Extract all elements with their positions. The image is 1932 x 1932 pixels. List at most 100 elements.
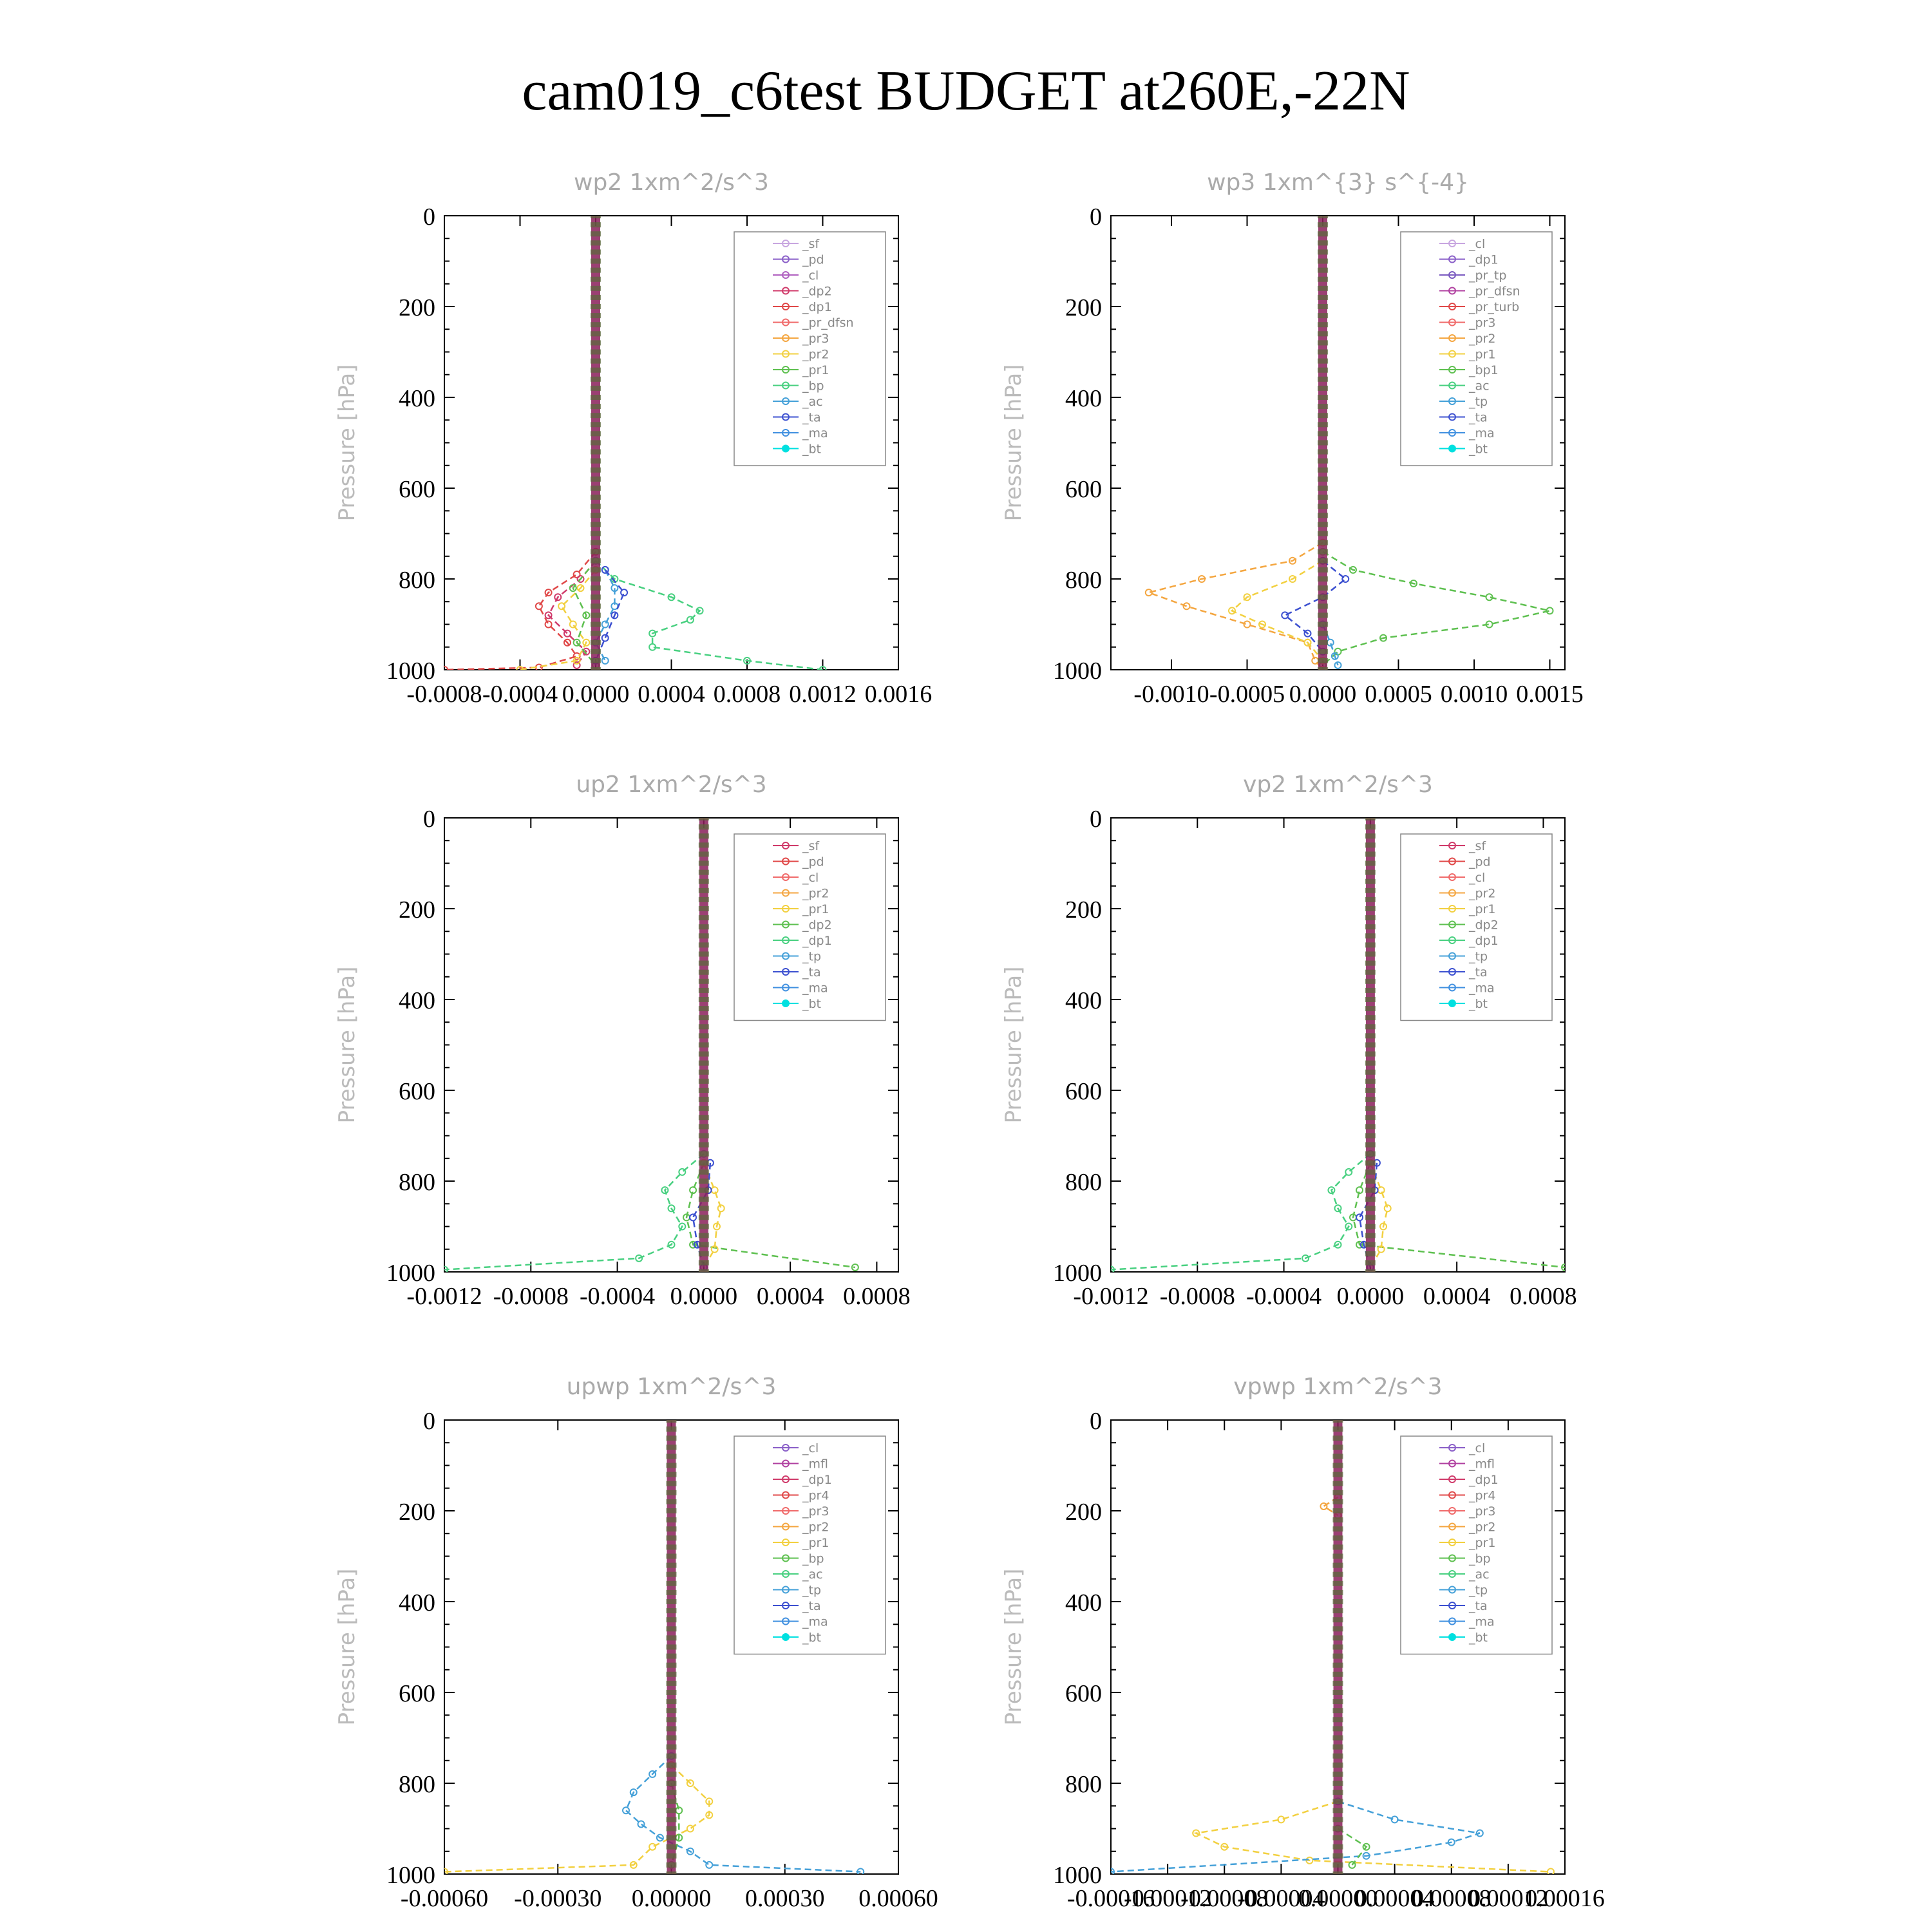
- legend-label: _sf: [802, 237, 820, 251]
- legend-label: _bp1: [1468, 363, 1499, 377]
- x-tick-label: 0.00008: [1412, 1885, 1492, 1912]
- bt-marker: [666, 1690, 677, 1695]
- y-tick-label: 1000: [386, 1260, 435, 1287]
- series-group: [444, 818, 859, 1272]
- bt-marker: [698, 915, 709, 921]
- bt-marker: [1365, 1260, 1376, 1265]
- legend-marker: [782, 1475, 790, 1483]
- legend-label: _pr2: [1468, 332, 1495, 346]
- data-point-pr1: [1289, 575, 1296, 583]
- bt-marker: [1332, 1690, 1343, 1695]
- bt-marker: [1365, 1006, 1376, 1012]
- bt-marker: [1318, 422, 1328, 428]
- x-tick-label: 0.0008: [1510, 1283, 1577, 1310]
- x-tick-label: -0.0012: [1073, 1283, 1148, 1310]
- bt-marker: [1365, 987, 1376, 993]
- legend-marker: [1448, 255, 1456, 263]
- bt-marker: [1365, 933, 1376, 939]
- bt-marker: [1365, 1215, 1376, 1220]
- data-point-pr1: [717, 1204, 725, 1213]
- data-point-bp: [696, 607, 704, 615]
- bt-marker: [1365, 860, 1376, 866]
- series-line-bp1: [1322, 551, 1550, 666]
- bt-marker: [1365, 1088, 1376, 1093]
- legend-marker: [1448, 1617, 1456, 1625]
- bt-marker: [698, 887, 709, 893]
- y-axis-label: Pressure [hPa]: [334, 967, 360, 1124]
- bt-marker: [1318, 594, 1328, 600]
- x-tick-label: 0.0010: [1441, 681, 1508, 708]
- bt-marker: [1332, 1644, 1343, 1650]
- data-point-pr2: [1144, 589, 1153, 597]
- x-tick-label: -0.0004: [482, 681, 558, 708]
- x-tick-label: 0.00012: [1468, 1885, 1548, 1912]
- bt-marker: [1332, 1662, 1343, 1668]
- bt-marker: [666, 1744, 677, 1750]
- legend-label: _ma: [802, 1615, 828, 1629]
- legend-marker: [782, 1507, 790, 1515]
- series-line-ta: [1283, 560, 1347, 652]
- bt-marker: [698, 1233, 709, 1238]
- bt-marker: [1318, 567, 1328, 573]
- legend-marker: [1448, 334, 1456, 342]
- bt-marker: [1318, 249, 1328, 255]
- y-tick-label: 400: [399, 1589, 435, 1616]
- legend-label: _bt: [802, 442, 821, 457]
- bt-marker: [1365, 1115, 1376, 1121]
- data-point-bp1: [1349, 565, 1357, 574]
- data-point-dp2: [689, 1186, 697, 1195]
- data-point-dp2: [582, 647, 591, 656]
- legend-marker: [1448, 1602, 1456, 1609]
- data-point-dp1: [678, 1168, 687, 1176]
- bt-marker: [1365, 1106, 1376, 1112]
- bt-marker: [698, 969, 709, 975]
- bt-marker: [1318, 349, 1328, 355]
- x-tick-label: -0.0005: [1209, 681, 1285, 708]
- x-tick-label: 0.0000: [1337, 1283, 1405, 1310]
- bt-marker: [1318, 612, 1328, 618]
- legend-marker: [1448, 1444, 1456, 1452]
- data-point-tp: [686, 1847, 694, 1855]
- bt-marker: [1332, 1435, 1343, 1441]
- x-tick-label: -0.0008: [406, 681, 482, 708]
- legend-label: _ta: [802, 965, 821, 980]
- bt-marker: [1365, 1124, 1376, 1130]
- bt-marker: [666, 1717, 677, 1723]
- y-tick-label: 0: [1090, 1408, 1102, 1435]
- y-axis-label: Pressure [hPa]: [1001, 1569, 1027, 1726]
- bt-marker: [666, 1535, 677, 1541]
- legend-label: _pr_dfsn: [1468, 285, 1520, 299]
- bt-marker: [698, 851, 709, 857]
- bt-marker: [1318, 639, 1328, 645]
- legend-marker: [1448, 287, 1456, 295]
- bt-marker: [1332, 1472, 1343, 1477]
- legend-marker: [1448, 1507, 1456, 1515]
- bt-marker: [666, 1781, 677, 1786]
- legend-marker: [1448, 1459, 1456, 1468]
- bt-marker: [1332, 1599, 1343, 1604]
- bt-marker: [1318, 440, 1328, 446]
- y-tick-label: 600: [399, 476, 435, 503]
- bt-marker: [591, 240, 601, 246]
- legend-label: _cl: [1468, 237, 1485, 251]
- bt-marker: [1318, 413, 1328, 419]
- bt-marker: [1318, 621, 1328, 627]
- bt-marker: [591, 639, 601, 645]
- legend-marker: [782, 429, 790, 437]
- y-tick-label: 400: [1065, 1589, 1102, 1616]
- bt-marker: [1332, 1808, 1343, 1814]
- legend-label: _mfl: [1468, 1457, 1495, 1472]
- bt-marker: [666, 1553, 677, 1559]
- bt-marker: [666, 1799, 677, 1804]
- bt-marker: [1332, 1717, 1343, 1723]
- bt-marker: [1318, 558, 1328, 564]
- y-tick-label: 600: [1065, 1078, 1102, 1105]
- legend-marker: [782, 1522, 790, 1531]
- legend-label: _sf: [1468, 839, 1486, 853]
- series-line-tp: [1321, 624, 1339, 666]
- bt-marker: [1365, 1060, 1376, 1066]
- bt-marker: [1318, 376, 1328, 382]
- y-tick-label: 800: [1065, 1169, 1102, 1196]
- legend-label: _bt: [802, 1631, 821, 1645]
- legend-marker: [782, 857, 790, 866]
